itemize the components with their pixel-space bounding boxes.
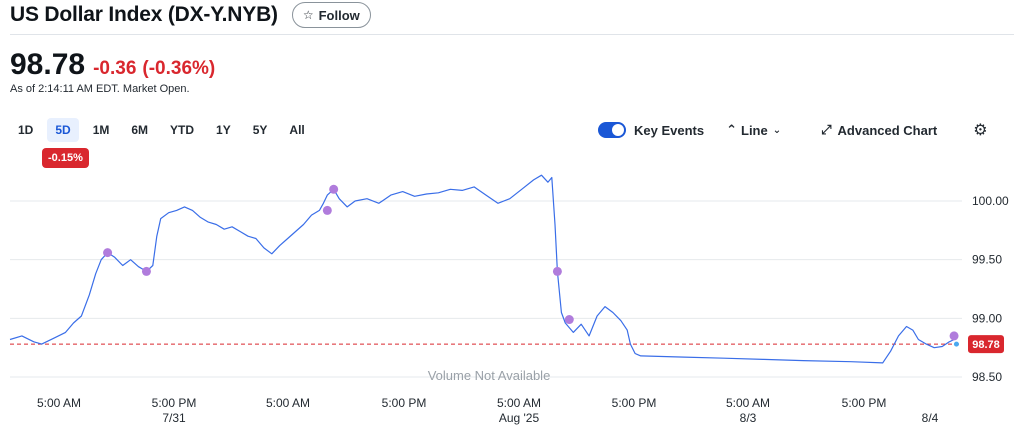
price-chart: 100.00 99.50 99.00 98.50 Volume Not Availabl… <box>9 174 1009 425</box>
key-event-marker <box>949 331 959 341</box>
chart-type-select[interactable]: ⌃ Line ⌄ <box>726 122 781 138</box>
range-change-badge: -0.15% <box>42 148 89 168</box>
x-tick-label: 5:00 AM <box>266 396 310 410</box>
key-event-marker <box>141 266 151 276</box>
x-tick-label: 5:00 PM <box>382 396 427 410</box>
x-tick-label: 5:00 AM <box>497 396 541 410</box>
gear-icon[interactable]: ⚙ <box>973 122 988 139</box>
key-events-label: Key Events <box>634 122 705 138</box>
tab-1d[interactable]: 1D <box>18 123 34 137</box>
follow-button[interactable]: ☆ Follow <box>291 2 371 28</box>
tab-1m[interactable]: 1M <box>92 123 110 137</box>
range-tabs: 1D 5D 1M 6M YTD 1Y 5Y All <box>10 118 319 142</box>
follow-label: Follow <box>318 7 360 23</box>
key-event-marker <box>329 184 339 194</box>
title-row: US Dollar Index (DX-Y.NYB) ☆ Follow <box>10 0 371 30</box>
key-events-toggle[interactable] <box>598 122 626 138</box>
current-price-label: 98.78 <box>972 339 1000 351</box>
last-price-point <box>953 341 959 347</box>
x-tick-label: 5:00 AM <box>726 396 770 410</box>
key-event-marker <box>564 315 574 325</box>
price-change-pct: (-0.36%) <box>142 58 216 79</box>
y-tick-label: 99.00 <box>972 311 1002 325</box>
tab-1y[interactable]: 1Y <box>216 123 231 137</box>
y-tick-label: 100.00 <box>972 194 1009 208</box>
chart-controls: Key Events ⌃ Line ⌄ ⤢ Advanced Chart ⚙ <box>598 120 988 140</box>
key-event-marker <box>322 205 332 215</box>
x-tick-label: 5:00 PM <box>612 396 657 410</box>
x-tick-label: 5:00 AM <box>37 396 81 410</box>
y-tick-label: 99.50 <box>972 253 1002 267</box>
expand-icon: ⤢ <box>821 122 832 137</box>
y-tick-label: 98.50 <box>972 370 1002 384</box>
chart-type-label: Line <box>741 122 768 138</box>
advanced-chart-label: Advanced Chart <box>837 122 938 138</box>
x-tick-date: 8/4 <box>922 411 939 425</box>
volume-note: Volume Not Available <box>428 368 551 383</box>
line-chart-icon: ⌃ <box>726 122 737 137</box>
tab-5d[interactable]: 5D <box>47 118 79 142</box>
quote-row: 98.78 -0.36 (-0.36%) <box>10 48 215 82</box>
x-tick-label: 5:00 PM <box>152 396 197 410</box>
current-price-badge <box>968 335 1004 354</box>
star-outline-icon: ☆ <box>302 8 314 22</box>
x-tick-date: 8/3 <box>740 411 757 425</box>
price: 98.78 <box>10 48 86 81</box>
chevron-down-icon: ⌄ <box>772 124 782 136</box>
x-tick-date: 7/31 <box>162 411 186 425</box>
tab-all[interactable]: All <box>289 123 305 137</box>
as-of-time: As of 2:14:11 AM EDT. Market Open. <box>10 83 190 95</box>
series-line <box>9 174 955 364</box>
x-tick-label: 5:00 PM <box>842 396 887 410</box>
page-title: US Dollar Index (DX-Y.NYB) <box>10 3 278 26</box>
price-change: -0.36 <box>93 58 137 79</box>
key-event-marker <box>103 248 113 258</box>
x-tick-date: Aug '25 <box>499 411 540 425</box>
tab-5y[interactable]: 5Y <box>252 123 268 137</box>
key-event-marker <box>552 266 562 276</box>
advanced-chart-button[interactable]: ⤢ Advanced Chart <box>821 122 937 138</box>
divider <box>10 34 1014 35</box>
tab-6m[interactable]: 6M <box>131 123 149 137</box>
tab-ytd[interactable]: YTD <box>170 123 195 137</box>
